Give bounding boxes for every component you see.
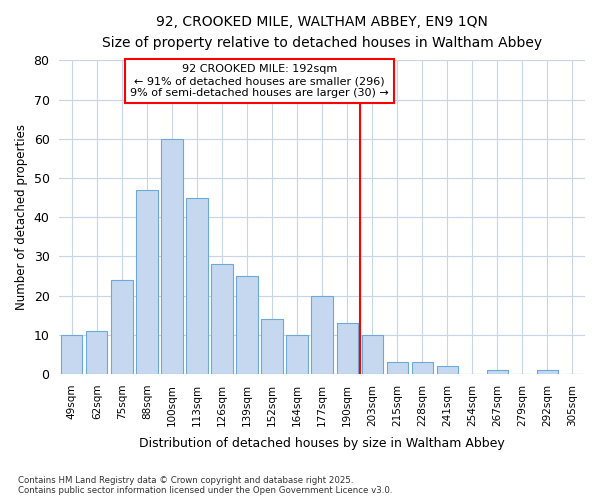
Bar bbox=[311, 296, 333, 374]
Bar bbox=[437, 366, 458, 374]
Bar bbox=[187, 198, 208, 374]
Bar bbox=[286, 335, 308, 374]
Bar bbox=[61, 335, 82, 374]
Bar bbox=[86, 331, 107, 374]
Bar bbox=[111, 280, 133, 374]
Y-axis label: Number of detached properties: Number of detached properties bbox=[15, 124, 28, 310]
Text: 92 CROOKED MILE: 192sqm
← 91% of detached houses are smaller (296)
9% of semi-de: 92 CROOKED MILE: 192sqm ← 91% of detache… bbox=[130, 64, 389, 98]
Bar bbox=[412, 362, 433, 374]
Bar bbox=[537, 370, 558, 374]
Bar bbox=[262, 319, 283, 374]
Title: 92, CROOKED MILE, WALTHAM ABBEY, EN9 1QN
Size of property relative to detached h: 92, CROOKED MILE, WALTHAM ABBEY, EN9 1QN… bbox=[102, 15, 542, 50]
X-axis label: Distribution of detached houses by size in Waltham Abbey: Distribution of detached houses by size … bbox=[139, 437, 505, 450]
Bar bbox=[211, 264, 233, 374]
Bar bbox=[236, 276, 257, 374]
Bar bbox=[161, 139, 182, 374]
Bar bbox=[487, 370, 508, 374]
Bar bbox=[386, 362, 408, 374]
Bar bbox=[362, 335, 383, 374]
Text: Contains HM Land Registry data © Crown copyright and database right 2025.
Contai: Contains HM Land Registry data © Crown c… bbox=[18, 476, 392, 495]
Bar bbox=[136, 190, 158, 374]
Bar bbox=[337, 323, 358, 374]
